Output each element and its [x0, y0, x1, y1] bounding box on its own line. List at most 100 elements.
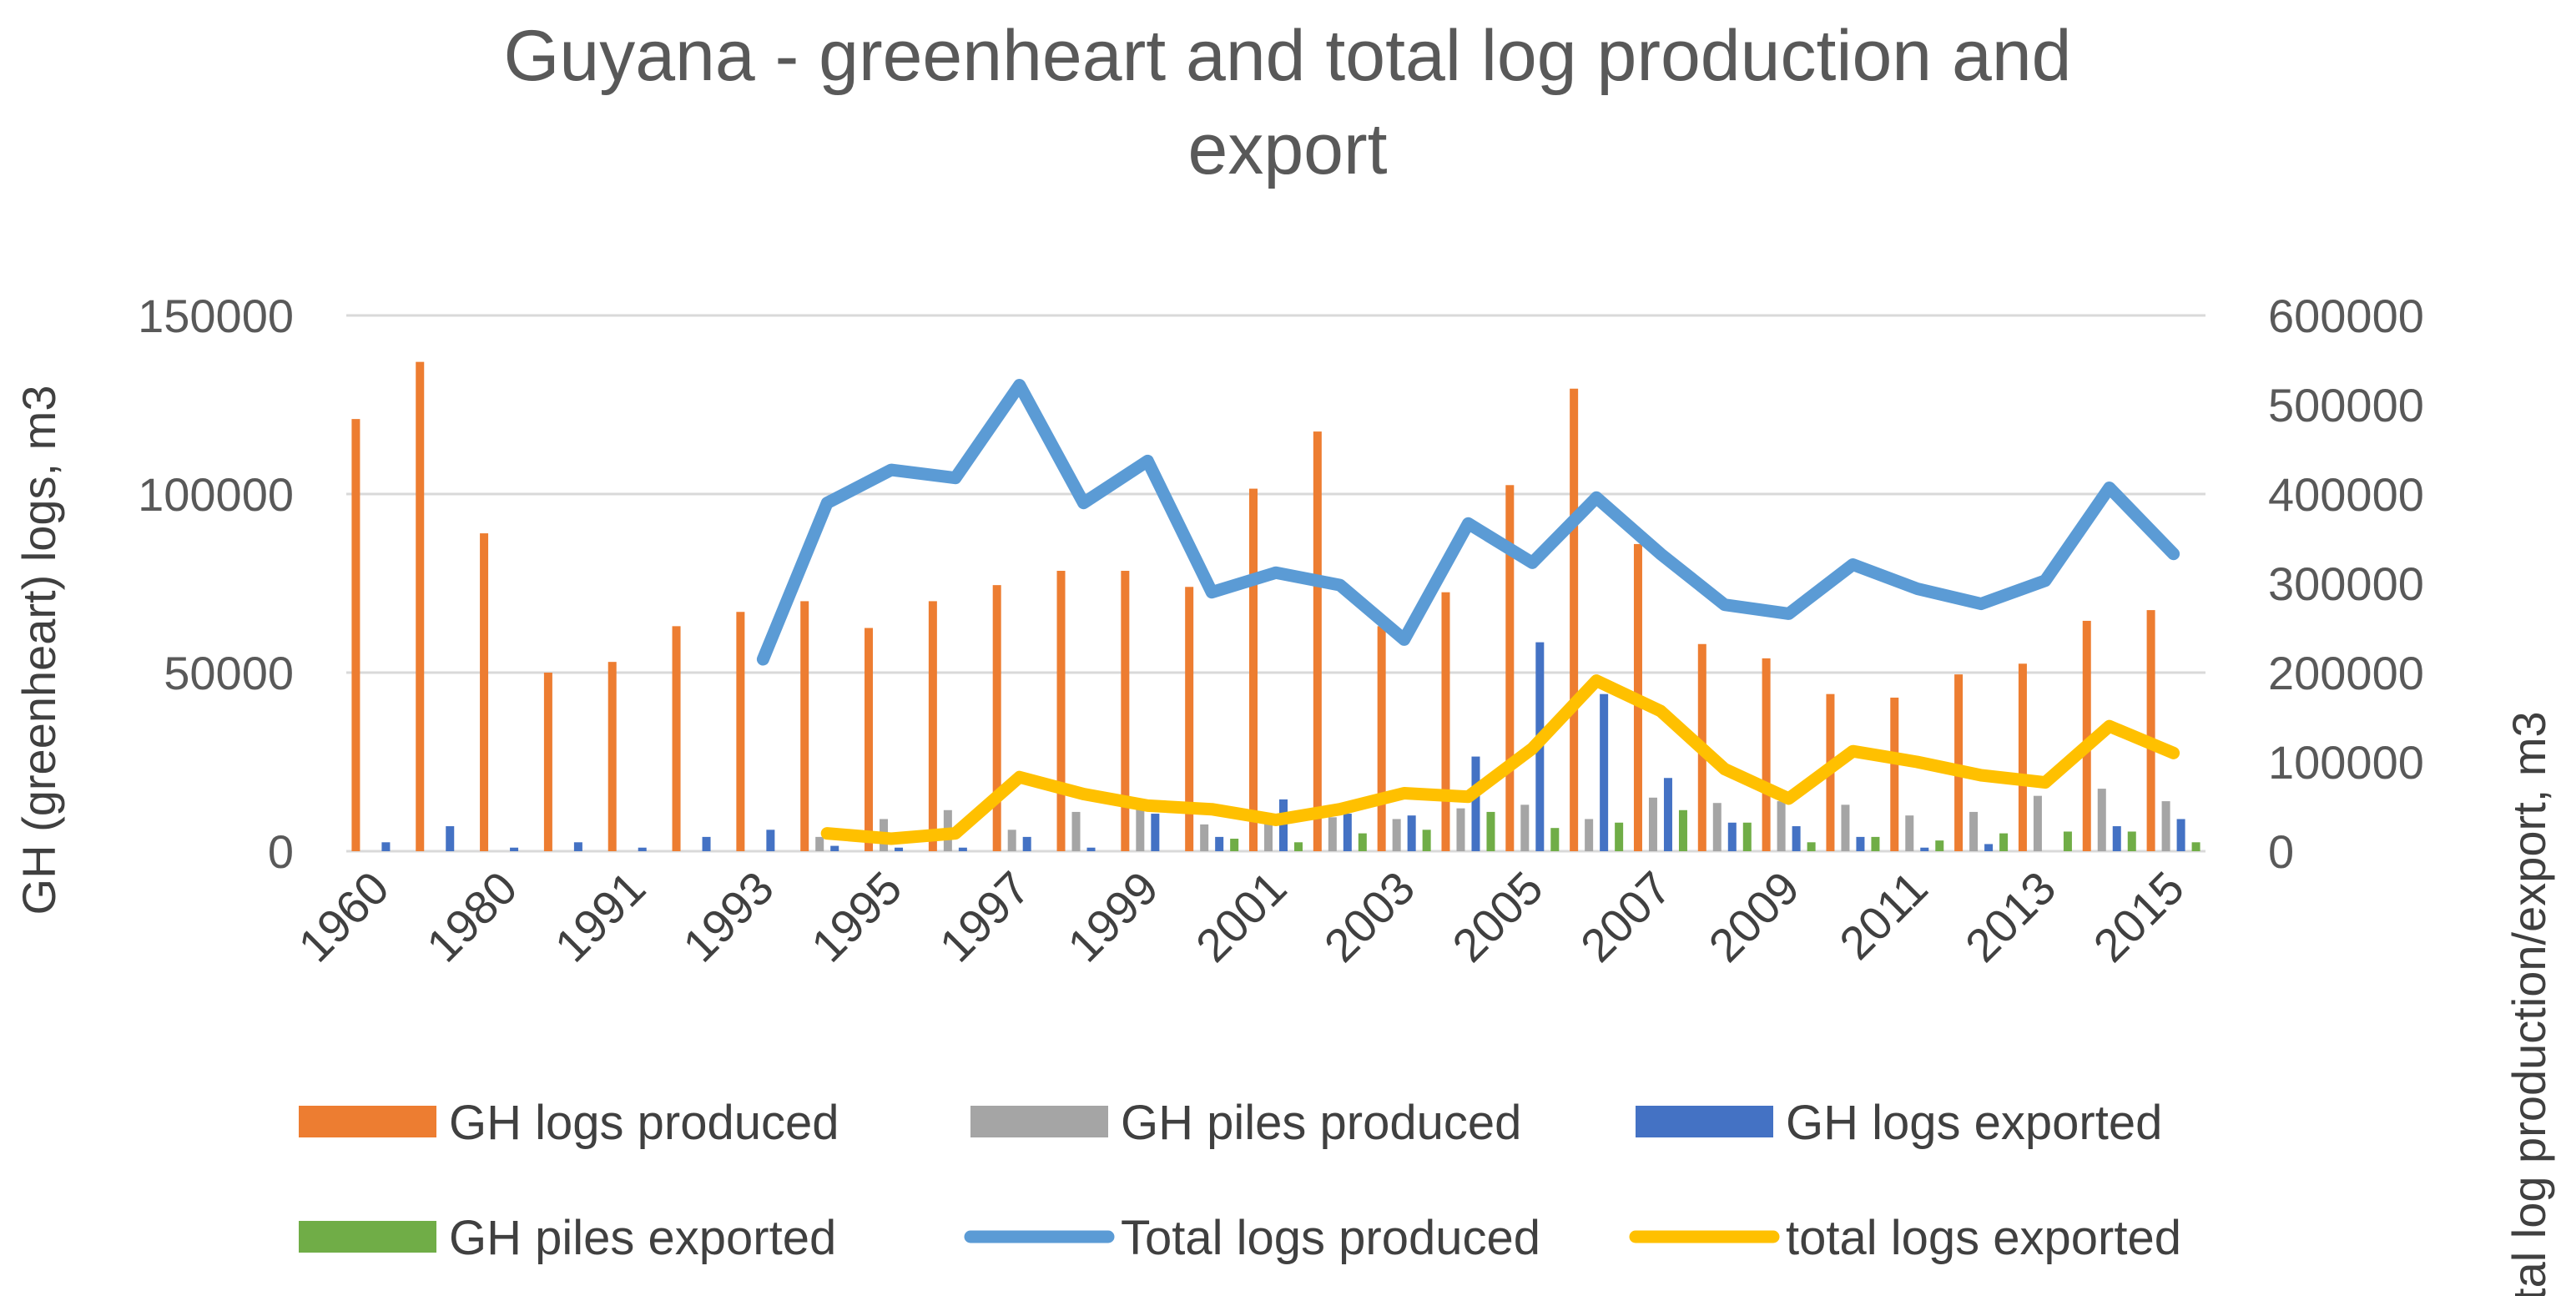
- bar-gh-piles-produced-2001: [1264, 822, 1273, 851]
- bar-gh-logs-exported-1993: [766, 830, 775, 851]
- bar-gh-logs-exported-2002: [1343, 814, 1352, 851]
- bar-gh-piles-exported-2002: [1358, 833, 1367, 851]
- right-tick-label: 200000: [2268, 647, 2424, 699]
- bar-gh-logs-produced-2015: [2146, 610, 2155, 851]
- left-tick-label: 50000: [164, 647, 294, 699]
- x-tick-label-2007: 2007: [1570, 861, 1681, 972]
- bar-gh-logs-exported-2000: [1215, 836, 1224, 851]
- x-tick-label-2005: 2005: [1442, 861, 1553, 972]
- bar-gh-piles-exported-2003: [1422, 830, 1431, 851]
- bar-gh-logs-exported-2008: [1727, 822, 1737, 851]
- legend-label: Total logs produced: [1121, 1211, 1540, 1265]
- left-axis: 0 50000 100000 150000 GH (greenheart) logs, …: [13, 290, 294, 915]
- bar-gh-logs-produced-1996: [928, 601, 937, 851]
- bar-gh-piles-exported-2008: [1742, 822, 1752, 851]
- bar-gh-logs-produced-2001: [1249, 488, 1258, 851]
- bar-gh-piles-produced-1994: [815, 836, 824, 851]
- bar-gh-piles-produced-2003: [1392, 819, 1401, 851]
- bar-gh-logs-produced-2011: [1890, 697, 1899, 851]
- bar-gh-piles-exported-2015: [2191, 842, 2200, 851]
- x-tick-label-2001: 2001: [1186, 861, 1297, 972]
- bar-gh-piles-exported-2001: [1294, 842, 1303, 851]
- bar-gh-logs-exported-1998: [1086, 847, 1096, 851]
- bar-gh-piles-exported-2014: [2127, 831, 2136, 851]
- legend-item-gh-piles-produced: GH piles produced: [970, 1096, 1521, 1150]
- line-series: [756, 379, 2180, 845]
- bar-gh-logs-exported-2011: [1920, 847, 1929, 851]
- left-tick-label: 0: [268, 825, 294, 878]
- bar-gh-logs-produced-1990: [543, 673, 552, 851]
- right-tick-label: 100000: [2268, 736, 2424, 789]
- bar-gh-logs-produced-1994: [800, 601, 809, 851]
- legend-swatch: [299, 1106, 436, 1137]
- bar-gh-piles-exported-2009: [1807, 842, 1816, 851]
- bar-gh-logs-produced-2009: [1762, 658, 1771, 851]
- bar-gh-piles-produced-2014: [2097, 789, 2106, 851]
- legend-item-gh-piles-exported: GH piles exported: [299, 1211, 836, 1265]
- x-tick-label-2015: 2015: [2083, 861, 2194, 972]
- bar-gh-piles-exported-2012: [1999, 833, 2009, 851]
- legend-label: GH logs exported: [1786, 1096, 2162, 1150]
- bar-gh-logs-exported-1980: [510, 847, 519, 851]
- bar-gh-piles-exported-2005: [1550, 828, 1560, 851]
- gridlines: [346, 314, 2205, 853]
- x-tick-label-2011: 2011: [1829, 861, 1938, 970]
- bar-gh-logs-produced-2012: [1954, 674, 1964, 851]
- legend-item-gh-logs-produced: GH logs produced: [299, 1096, 839, 1150]
- bar-gh-logs-produced-2014: [2082, 620, 2091, 851]
- right-axis: 0 100000 200000 300000 400000 500000 600000 tot…: [2268, 290, 2555, 1296]
- bar-gh-logs-produced-1997: [992, 585, 1001, 851]
- bar-gh-logs-produced-1991: [607, 662, 617, 851]
- bar-gh-logs-exported-1992: [702, 836, 711, 851]
- bar-gh-logs-exported-2010: [1856, 836, 1865, 851]
- legend-swatch: [1636, 1106, 1773, 1137]
- bar-gh-logs-exported-1996: [958, 847, 967, 851]
- bar-gh-logs-produced-1960: [351, 419, 360, 851]
- series-gh-piles-produced: [815, 789, 2170, 851]
- right-tick-label: 600000: [2268, 290, 2424, 342]
- chart-title-line-2: export: [1187, 109, 1387, 189]
- bar-gh-logs-exported-2004: [1471, 756, 1480, 851]
- x-tick-label-1960: 1960: [288, 861, 399, 972]
- bar-gh-piles-exported-2011: [1935, 840, 1944, 851]
- bar-gh-logs-produced-2003: [1377, 626, 1386, 851]
- right-tick-label: 300000: [2268, 557, 2424, 610]
- left-tick-label: 100000: [138, 468, 294, 521]
- legend-swatch: [299, 1221, 436, 1253]
- bar-gh-logs-produced-2005: [1505, 485, 1515, 851]
- legend-item-total-logs-exported: total logs exported: [1629, 1211, 2181, 1265]
- x-tick-label-1995: 1995: [801, 861, 912, 972]
- right-axis-title: total log production/export, m3: [2503, 711, 2555, 1296]
- bar-gh-logs-exported-2014: [2112, 826, 2121, 851]
- bar-gh-logs-exported-1999: [1151, 814, 1160, 851]
- bar-gh-logs-exported-1995: [895, 847, 904, 851]
- bar-gh-logs-exported-1997: [1022, 836, 1031, 851]
- right-tick-label: 0: [2268, 825, 2294, 878]
- bar-gh-logs-produced-2006: [1570, 388, 1579, 851]
- bar-gh-logs-produced-1995: [865, 628, 874, 851]
- bar-gh-piles-produced-1999: [1136, 808, 1145, 851]
- bar-gh-piles-produced-2012: [1969, 811, 1979, 851]
- bar-gh-logs-produced-2004: [1441, 592, 1450, 851]
- bar-gh-piles-produced-1998: [1071, 811, 1081, 851]
- x-tick-label-2003: 2003: [1314, 861, 1425, 972]
- left-tick-label: 150000: [138, 290, 294, 342]
- bar-gh-piles-exported-2004: [1486, 811, 1495, 851]
- bar-gh-logs-exported-2009: [1792, 826, 1801, 851]
- bar-gh-logs-exported-2012: [1984, 844, 1994, 851]
- x-tick-label-1993: 1993: [673, 861, 784, 972]
- legend-label: GH piles produced: [1121, 1096, 1521, 1150]
- bar-gh-piles-produced-2002: [1328, 817, 1337, 851]
- bar-gh-logs-produced-1992: [672, 626, 681, 851]
- series-gh-piles-exported: [1230, 809, 2200, 851]
- bar-gh-logs-exported-1991: [638, 847, 647, 851]
- bar-gh-logs-exported-2007: [1663, 778, 1672, 851]
- x-axis: 1960 1980 1991 1993 1995 1997 1999 2001 2003 2005…: [288, 861, 2194, 972]
- bar-gh-logs-exported-1960: [381, 842, 391, 851]
- bar-gh-piles-exported-2010: [1871, 836, 1880, 851]
- x-tick-label-1997: 1997: [930, 861, 1041, 972]
- bar-gh-logs-produced-1980: [480, 533, 489, 851]
- bar-gh-piles-produced-2013: [2033, 795, 2042, 851]
- bar-gh-logs-produced-1970: [416, 361, 425, 851]
